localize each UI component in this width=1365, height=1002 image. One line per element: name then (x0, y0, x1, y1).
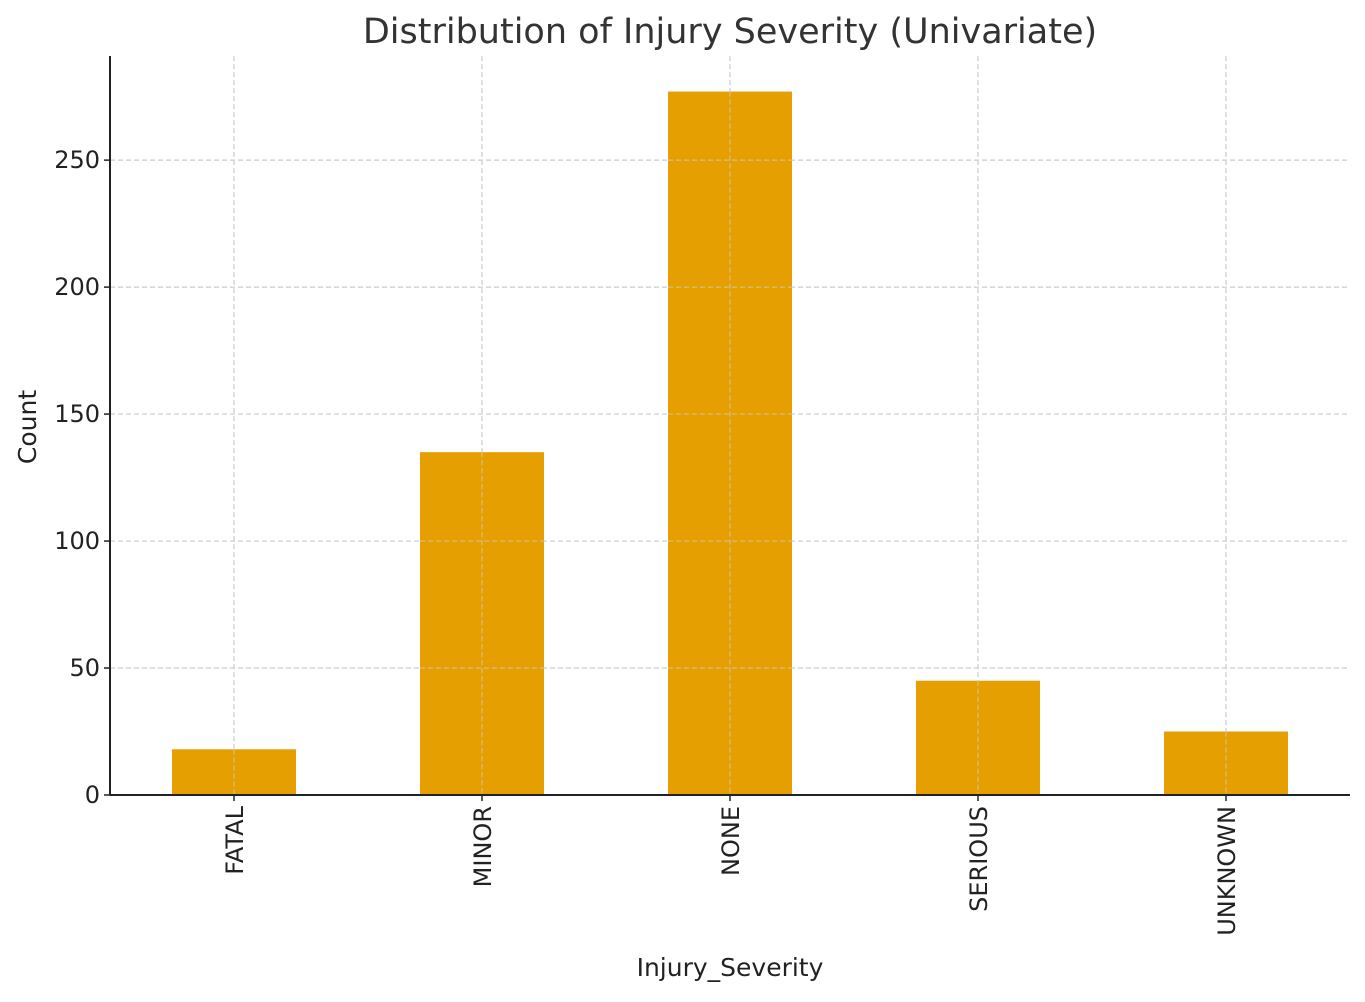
y-ticks: 0 50 100 150 200 250 (54, 146, 110, 809)
x-tick-label: FATAL (221, 805, 249, 874)
x-tick-label: MINOR (469, 806, 497, 887)
x-tick-label: SERIOUS (965, 806, 993, 912)
x-axis-label: Injury_Severity (637, 953, 824, 982)
y-tick-label: 250 (54, 146, 100, 174)
x-tick-label: NONE (717, 806, 745, 876)
y-tick-label: 100 (54, 527, 100, 555)
bar-fatal (172, 749, 296, 795)
x-ticks: FATAL MINOR NONE SERIOUS UNKNOWN (221, 795, 1241, 936)
y-tick-label: 200 (54, 273, 100, 301)
chart-title: Distribution of Injury Severity (Univari… (363, 12, 1097, 52)
bars (172, 91, 1288, 795)
y-tick-label: 0 (85, 781, 100, 809)
y-tick-label: 150 (54, 400, 100, 428)
y-tick-label: 50 (69, 654, 100, 682)
y-axis-label: Count (13, 390, 42, 464)
x-tick-label: UNKNOWN (1213, 806, 1241, 936)
